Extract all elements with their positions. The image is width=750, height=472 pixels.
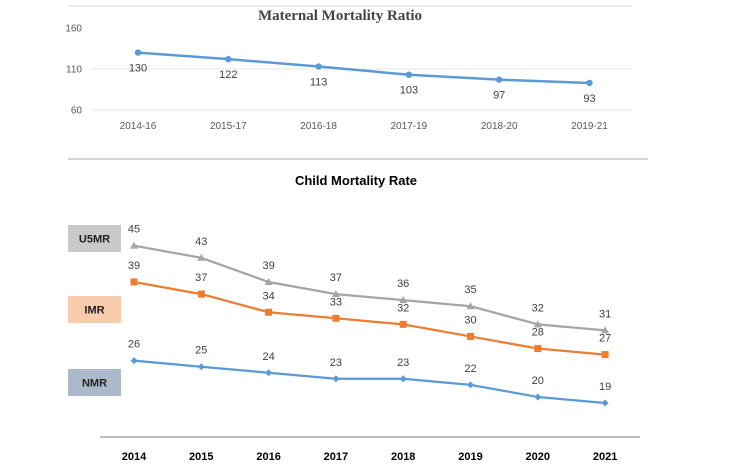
imr-series-line	[133, 280, 606, 356]
u5mr-series-line	[133, 244, 606, 332]
imr-data-label: 32	[397, 302, 409, 314]
imr-data-point	[265, 308, 273, 316]
nmr-data-point	[332, 375, 340, 383]
mmr-x-tick-label: 2017-19	[391, 121, 428, 132]
mmr-x-tick-label: 2014-16	[120, 121, 157, 132]
mmr-y-tick-label: 110	[66, 65, 82, 76]
nmr-data-point	[399, 375, 407, 383]
imr-data-label: 30	[464, 314, 476, 326]
mmr-data-label: 130	[129, 63, 147, 75]
mmr-x-tick-label: 2019-21	[571, 121, 608, 132]
mmr-x-tick-label: 2015-17	[210, 121, 247, 132]
imr-data-label: 39	[128, 260, 140, 272]
u5mr-data-label: 45	[128, 224, 140, 236]
nmr-data-point	[130, 357, 138, 365]
u5mr-data-point	[331, 290, 340, 298]
nmr-data-point	[197, 363, 205, 371]
nmr-data-label: 26	[128, 339, 140, 351]
u5mr-data-label: 31	[599, 308, 611, 320]
legend-badge-imr	[68, 296, 121, 323]
imr-data-point	[534, 345, 542, 353]
cmr-chart-title: Child Mortality Rate	[295, 173, 417, 188]
u5mr-data-point	[264, 278, 273, 285]
mmr-data-point	[586, 79, 593, 87]
nmr-data-label: 23	[397, 357, 409, 369]
imr-data-label: 34	[262, 290, 274, 302]
mmr-x-tick-label: 2018-20	[481, 121, 518, 132]
u5mr-data-label: 39	[262, 260, 274, 272]
u5mr-data-point	[601, 326, 610, 334]
nmr-data-point	[265, 369, 273, 377]
mmr-series-line	[137, 51, 590, 85]
mmr-chart-title: Maternal Mortality Ratio	[258, 8, 422, 24]
u5mr-data-label: 32	[532, 302, 544, 314]
u5mr-data-point	[533, 320, 542, 328]
cmr-chart: Child Mortality Rate U5MR IMR NMR 45 43 39 37…	[68, 173, 640, 463]
imr-data-label: 37	[195, 272, 207, 284]
nmr-data-point	[467, 381, 474, 389]
legend-label-nmr: NMR	[82, 378, 107, 390]
legend-badge-u5mr	[68, 225, 121, 252]
imr-data-label: 27	[599, 333, 611, 345]
mmr-y-tick-label: 60	[71, 106, 83, 117]
cmr-x-tick-label: 2014	[122, 451, 147, 463]
nmr-data-point	[601, 399, 609, 407]
nmr-data-label: 23	[330, 357, 342, 369]
u5mr-data-label: 37	[330, 272, 342, 284]
mmr-data-point	[315, 63, 322, 70]
legend-badge-nmr	[68, 369, 121, 396]
imr-data-point	[601, 351, 609, 359]
nmr-data-point	[534, 393, 542, 401]
cmr-x-tick-label: 2021	[593, 451, 617, 463]
nmr-data-label: 20	[532, 375, 544, 387]
imr-data-label: 28	[532, 327, 544, 339]
nmr-data-label: 24	[262, 351, 274, 363]
imr-data-label: 33	[330, 296, 342, 308]
imr-data-point	[197, 290, 205, 298]
cmr-x-tick-label: 2020	[526, 451, 550, 463]
nmr-data-label: 25	[195, 345, 207, 357]
mmr-data-point	[134, 49, 142, 56]
cmr-x-tick-label: 2015	[189, 451, 213, 463]
imr-data-point	[332, 314, 340, 322]
u5mr-data-label: 43	[195, 236, 207, 248]
mmr-data-label: 97	[493, 90, 505, 102]
nmr-data-label: 19	[599, 381, 611, 393]
mmr-x-tick-label: 2016-18	[300, 121, 337, 132]
u5mr-data-label: 35	[464, 284, 476, 296]
u5mr-data-point	[466, 302, 475, 310]
cmr-x-tick-label: 2018	[391, 451, 415, 463]
cmr-x-tick-label: 2019	[458, 451, 482, 463]
u5mr-data-point	[130, 241, 138, 249]
imr-data-point	[130, 278, 138, 286]
mmr-chart: Maternal Mortality Ratio 160 110 60 2014-1…	[65, 5, 632, 132]
nmr-data-label: 22	[464, 363, 476, 375]
mmr-y-tick-label: 160	[65, 24, 82, 35]
mmr-data-point	[496, 76, 503, 83]
legend-label-u5mr: U5MR	[79, 234, 110, 246]
mmr-data-label: 113	[310, 77, 328, 89]
imr-data-point	[467, 332, 474, 340]
cmr-x-tick-label: 2016	[256, 451, 280, 463]
mmr-data-label: 103	[400, 85, 418, 97]
nmr-series-line	[133, 359, 606, 405]
mmr-data-label: 93	[583, 93, 595, 105]
mmr-data-point	[405, 71, 413, 78]
mmr-data-point	[225, 55, 232, 63]
u5mr-data-label: 36	[397, 278, 409, 290]
legend-label-imr: IMR	[84, 305, 104, 317]
mmr-data-label: 122	[219, 69, 237, 81]
cmr-x-tick-label: 2017	[324, 451, 348, 463]
imr-data-point	[399, 320, 407, 328]
u5mr-data-point	[399, 296, 408, 304]
u5mr-data-point	[197, 253, 206, 261]
